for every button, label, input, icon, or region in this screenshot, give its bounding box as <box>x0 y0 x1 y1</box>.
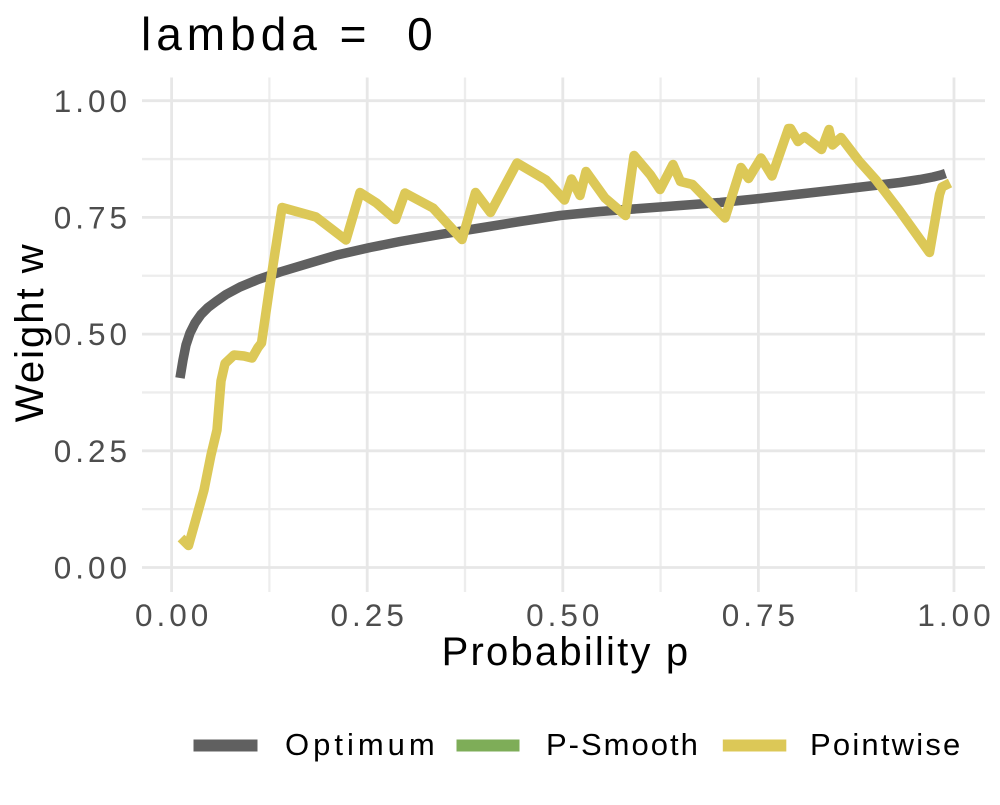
svg-text:Probability p: Probability p <box>442 630 691 674</box>
svg-text:1.00: 1.00 <box>54 83 131 119</box>
svg-text:0.00: 0.00 <box>135 597 212 633</box>
svg-text:1.00: 1.00 <box>917 597 994 633</box>
svg-text:P-Smooth: P-Smooth <box>546 727 700 762</box>
svg-text:0.50: 0.50 <box>54 316 131 352</box>
svg-text:Weight w: Weight w <box>8 242 52 422</box>
svg-text:0.75: 0.75 <box>722 597 799 633</box>
svg-text:0.00: 0.00 <box>54 550 131 586</box>
svg-text:Pointwise: Pointwise <box>810 727 962 762</box>
svg-text:0.50: 0.50 <box>526 597 603 633</box>
svg-text:0.75: 0.75 <box>54 200 131 236</box>
svg-text:0.25: 0.25 <box>331 597 408 633</box>
svg-text:0.25: 0.25 <box>54 433 131 469</box>
svg-text:Optimum: Optimum <box>285 727 439 762</box>
svg-text:lambda = 0: lambda = 0 <box>141 8 438 60</box>
